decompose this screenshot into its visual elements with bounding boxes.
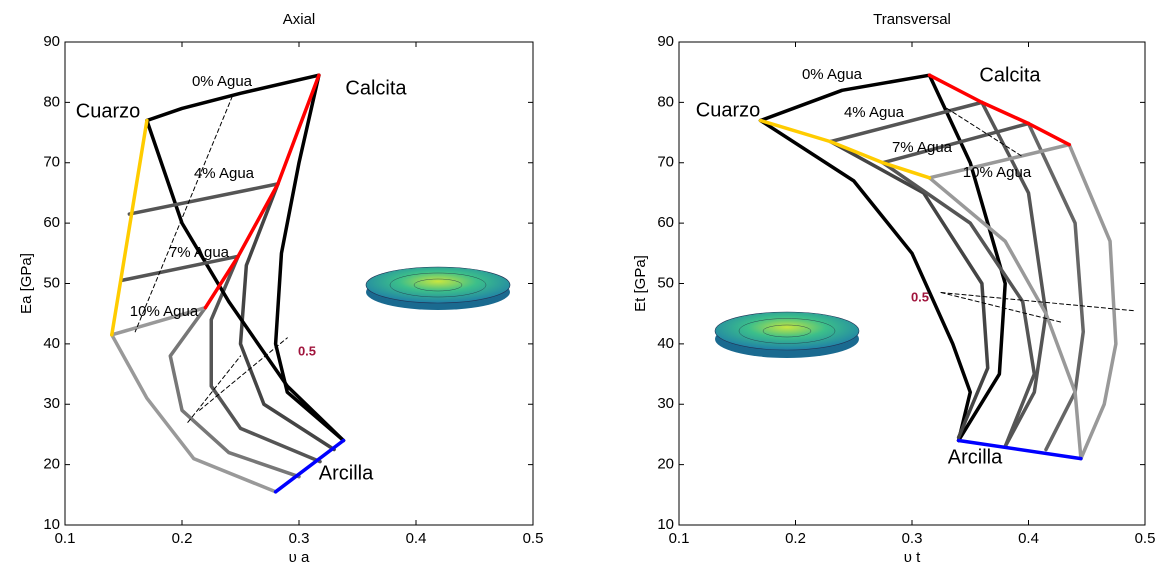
- y-tick-label: 80: [657, 93, 674, 110]
- curve: [238, 182, 336, 452]
- annotation: 0.5: [911, 289, 929, 304]
- x-tick-label: 0.2: [172, 530, 193, 547]
- x-tick-label: 0.1: [669, 530, 690, 547]
- y-tick-label: 10: [657, 516, 674, 533]
- curve: [758, 73, 932, 123]
- curve: [168, 305, 301, 479]
- x-tick-label: 0.2: [785, 530, 806, 547]
- y-tick-label: 10: [43, 516, 60, 533]
- y-tick-label: 60: [657, 214, 674, 231]
- y-tick-label: 50: [657, 274, 674, 291]
- annotation: 0% Agua: [802, 66, 863, 83]
- curve: [927, 142, 1072, 180]
- y-tick-label: 30: [43, 395, 60, 412]
- dashed-line: [940, 292, 1134, 312]
- curve: [110, 333, 278, 494]
- y-tick-label: 70: [657, 154, 674, 171]
- y-axis-label: Et [GPa]: [632, 255, 649, 312]
- dashed-line: [199, 337, 288, 411]
- annotation: Arcilla: [948, 446, 1003, 468]
- curve: [927, 73, 1072, 147]
- annotation: 7% Agua: [169, 244, 230, 261]
- x-tick-label: 0.3: [289, 530, 310, 547]
- y-tick-label: 80: [43, 93, 60, 110]
- curve: [828, 100, 984, 144]
- x-tick-label: 0.5: [523, 530, 544, 547]
- annotation: 0% Agua: [192, 73, 253, 90]
- y-tick-label: 50: [43, 274, 60, 291]
- y-tick-label: 40: [657, 335, 674, 352]
- curve: [881, 121, 1031, 165]
- curve: [881, 161, 1037, 449]
- chart-title: Axial: [283, 11, 316, 28]
- dashed-line: [940, 292, 1064, 324]
- dashed-line: [134, 95, 233, 333]
- annotation: 7% Agua: [892, 139, 953, 156]
- annotation: 4% Agua: [194, 165, 255, 182]
- curve: [758, 118, 972, 443]
- annotation: Calcita: [345, 77, 407, 99]
- x-axis-label: υ a: [289, 549, 310, 566]
- dashed-line: [946, 107, 1024, 158]
- curve: [927, 73, 1007, 443]
- ellipsoid-icon: [365, 266, 511, 310]
- curve: [273, 438, 346, 494]
- curve: [956, 438, 1083, 461]
- curve: [119, 254, 240, 283]
- chart-title: Transversal: [873, 11, 951, 28]
- curve: [145, 118, 346, 443]
- annotation: 0.5: [298, 343, 316, 358]
- curve: [127, 182, 280, 216]
- y-axis-label: Ea [GPa]: [18, 253, 35, 314]
- x-tick-label: 0.3: [902, 530, 923, 547]
- y-tick-label: 20: [43, 456, 60, 473]
- annotation: 10% Agua: [963, 164, 1032, 181]
- curve: [927, 176, 1083, 461]
- annotation: Calcita: [979, 64, 1041, 86]
- curve: [1026, 121, 1086, 452]
- curve: [145, 73, 321, 123]
- y-tick-label: 90: [657, 33, 674, 50]
- x-tick-label: 0.4: [406, 530, 427, 547]
- curve: [758, 118, 932, 180]
- y-tick-label: 30: [657, 395, 674, 412]
- curve: [110, 305, 208, 337]
- y-tick-label: 70: [43, 154, 60, 171]
- annotation: Cuarzo: [76, 100, 140, 122]
- y-tick-label: 20: [657, 456, 674, 473]
- x-tick-label: 0.5: [1135, 530, 1156, 547]
- dashed-line: [187, 355, 241, 423]
- ellipsoid-icon: [714, 311, 860, 358]
- y-tick-label: 90: [43, 33, 60, 50]
- x-axis-label: υ t: [904, 549, 921, 566]
- y-tick-label: 40: [43, 335, 60, 352]
- y-tick-label: 60: [43, 214, 60, 231]
- annotation: 10% Agua: [130, 303, 199, 320]
- curve: [273, 73, 346, 443]
- annotation: 4% Agua: [844, 104, 905, 121]
- annotation: Cuarzo: [696, 99, 760, 121]
- curve: [828, 139, 990, 440]
- annotation: Arcilla: [319, 462, 374, 484]
- curve: [1067, 142, 1118, 461]
- curve: [203, 73, 321, 310]
- curve: [110, 118, 149, 337]
- x-tick-label: 0.4: [1018, 530, 1039, 547]
- x-tick-label: 0.1: [55, 530, 76, 547]
- curve: [209, 254, 322, 464]
